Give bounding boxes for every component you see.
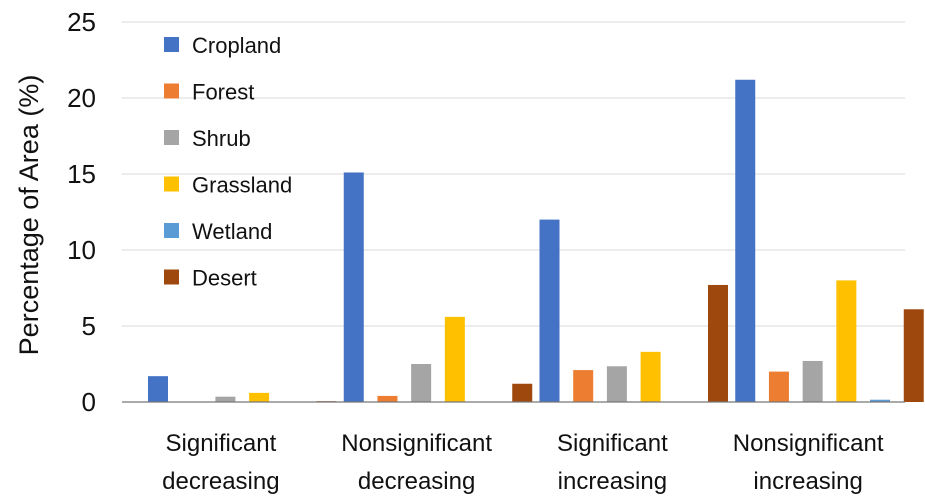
legend-label-shrub: Shrub	[192, 126, 251, 151]
x-category-label: decreasing	[162, 468, 279, 495]
legend-swatch-desert	[164, 269, 179, 285]
bar-grassland-3	[836, 280, 857, 402]
bars	[148, 79, 924, 402]
bar-grassland-0	[249, 392, 270, 402]
bar-cropland-0	[148, 376, 168, 402]
legend-label-wetland: Wetland	[192, 219, 272, 244]
bar-forest-2	[573, 370, 594, 402]
bar-forest-3	[768, 371, 789, 402]
x-category-label: increasing	[753, 468, 862, 495]
legend-label-forest: Forest	[192, 80, 254, 105]
legend-swatch-forest	[164, 83, 179, 99]
bar-desert-3	[903, 309, 924, 402]
x-category-label: increasing	[558, 468, 667, 495]
x-category-labels: Significant decreasing Nonsignificant decre…	[162, 430, 884, 495]
legend-swatch-wetland	[164, 223, 179, 238]
bar-wetland-3	[870, 399, 891, 402]
y-tick-labels: 0 5 10 15 20 25	[67, 7, 96, 417]
y-tick-label: 20	[67, 83, 96, 113]
y-tick-label: 5	[82, 311, 96, 341]
bar-shrub-3	[802, 360, 823, 402]
bar-grassland-2	[640, 351, 661, 402]
x-category-label: decreasing	[358, 468, 475, 495]
bar-cropland-3	[735, 79, 756, 402]
legend-label-grassland: Grassland	[192, 173, 292, 198]
bar-cropland-1	[343, 172, 364, 402]
legend: Cropland Forest Shrub Grassland Wetland Deser…	[164, 33, 292, 291]
y-tick-label: 15	[67, 159, 96, 189]
y-tick-label: 10	[67, 235, 96, 265]
bar-forest-1	[377, 395, 398, 402]
x-category-label: Significant	[166, 430, 277, 457]
bar-shrub-0	[215, 396, 236, 402]
y-tick-label: 25	[67, 7, 96, 37]
gridlines	[122, 21, 905, 327]
y-axis-label: Percentage of Area (%)	[14, 75, 44, 356]
bar-shrub-1	[411, 364, 432, 402]
legend-swatch-shrub	[164, 130, 179, 145]
legend-swatch-grassland	[164, 176, 179, 192]
legend-swatch-cropland	[164, 37, 179, 52]
x-category-label: Nonsignificant	[733, 430, 884, 457]
x-category-label: Nonsignificant	[341, 430, 492, 457]
bar-desert-2	[708, 284, 728, 402]
bar-grassland-1	[444, 316, 465, 402]
legend-label-desert: Desert	[192, 266, 257, 291]
y-tick-label: 0	[82, 387, 96, 417]
x-category-label: Significant	[557, 430, 668, 457]
legend-label-cropland: Cropland	[192, 33, 281, 58]
bar-desert-1	[512, 383, 533, 402]
bar-cropland-2	[539, 219, 560, 402]
bar-shrub-2	[606, 366, 627, 402]
